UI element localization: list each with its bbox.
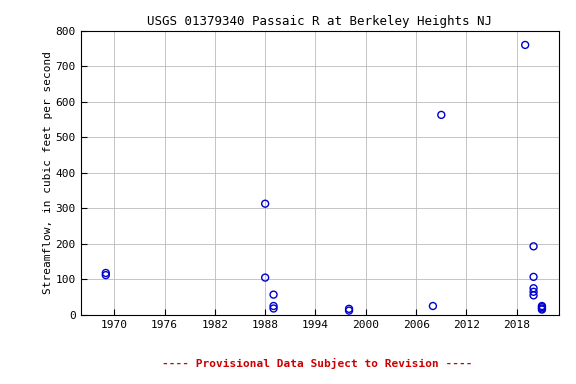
Point — [529, 285, 538, 291]
Point — [521, 42, 530, 48]
Point — [529, 243, 538, 249]
Point — [344, 306, 354, 312]
Y-axis label: Streamflow, in cubic feet per second: Streamflow, in cubic feet per second — [43, 51, 53, 294]
Point — [529, 289, 538, 295]
Point — [529, 274, 538, 280]
Point — [344, 308, 354, 314]
Point — [269, 305, 278, 311]
Point — [260, 200, 270, 207]
Point — [537, 304, 547, 310]
Point — [537, 305, 547, 311]
Point — [429, 303, 438, 309]
Point — [101, 270, 111, 276]
Point — [260, 275, 270, 281]
Title: USGS 01379340 Passaic R at Berkeley Heights NJ: USGS 01379340 Passaic R at Berkeley Heig… — [147, 15, 492, 28]
Point — [437, 112, 446, 118]
Point — [537, 303, 547, 309]
Point — [269, 291, 278, 298]
Point — [529, 292, 538, 298]
Point — [269, 303, 278, 309]
Text: ---- Provisional Data Subject to Revision ----: ---- Provisional Data Subject to Revisio… — [161, 358, 472, 369]
Point — [101, 272, 111, 278]
Point — [537, 306, 547, 313]
